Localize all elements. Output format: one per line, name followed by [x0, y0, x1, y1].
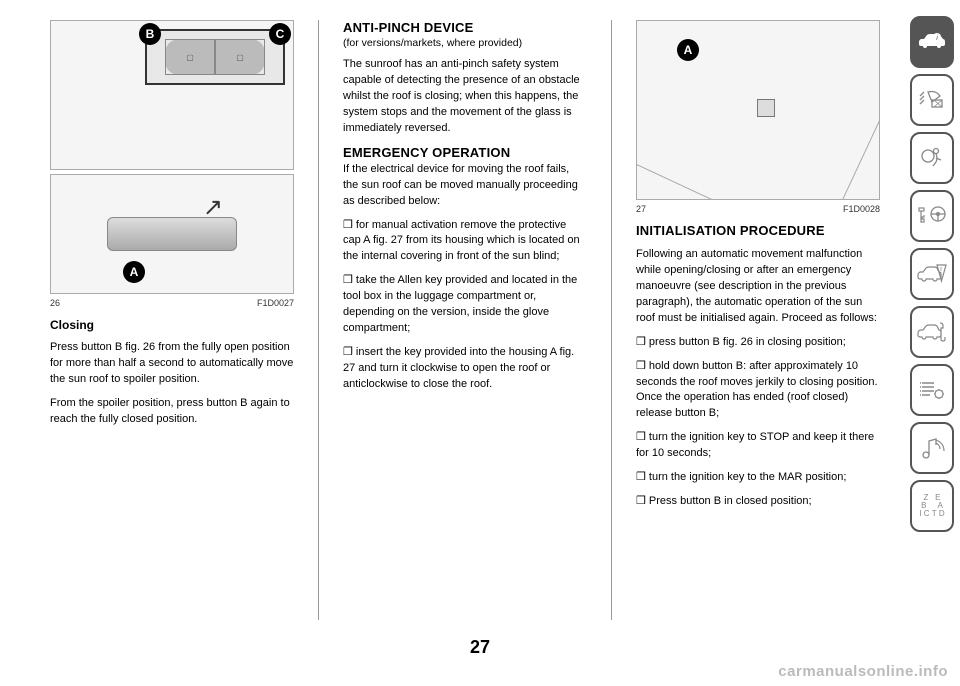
init-heading: INITIALISATION PROCEDURE [636, 224, 880, 239]
init-bullet-5: Press button B in closed position; [636, 494, 880, 510]
callout-b: B [139, 23, 161, 45]
sidebar-list-gear-icon[interactable] [910, 364, 954, 416]
column-divider [611, 20, 612, 620]
figure-27: A [636, 20, 880, 200]
column-divider [318, 20, 319, 620]
page-number: 27 [470, 637, 490, 658]
closing-para-2: From the spoiler position, press button … [50, 396, 294, 428]
sidebar-compass-icon[interactable]: Z EB AI C T D [910, 480, 954, 532]
figure-26-inset: ▢▢ B C [145, 29, 285, 85]
figure-number: 26 [50, 298, 60, 308]
init-bullet-1: press button B fig. 26 in closing positi… [636, 335, 880, 351]
init-bullet-3: turn the ignition key to STOP and keep i… [636, 430, 880, 462]
figure-number: 27 [636, 204, 646, 214]
emergency-para: If the electrical device for moving the … [343, 162, 587, 210]
sidebar-key-wheel-icon[interactable] [910, 190, 954, 242]
figure-code: F1D0028 [843, 204, 880, 214]
sidebar-lights-icon[interactable] [910, 74, 954, 126]
cap-a [757, 99, 775, 117]
init-para: Following an automatic movement malfunct… [636, 247, 880, 327]
sidebar-car-info-icon[interactable]: i [910, 16, 954, 68]
switch-panel: ▢▢ [165, 39, 265, 75]
emergency-bullet-3: insert the key provided into the housing… [343, 345, 587, 393]
watermark: carmanualsonline.info [778, 663, 948, 680]
svg-text:!: ! [940, 266, 942, 275]
antipinch-para: The sunroof has an anti-pinch safety sys… [343, 57, 587, 137]
callout-c: C [269, 23, 291, 45]
figure-26-upper: ▢▢ B C [50, 20, 294, 170]
init-bullet-4: turn the ignition key to the MAR positio… [636, 470, 880, 486]
antipinch-heading: ANTI-PINCH DEVICE [343, 20, 587, 35]
tool-slot [107, 217, 237, 251]
closing-heading: Closing [50, 318, 294, 332]
emergency-bullet-1: for manual activation remove the protect… [343, 218, 587, 266]
sidebar-audio-icon[interactable] [910, 422, 954, 474]
sidebar-car-warning-icon[interactable]: ! [910, 248, 954, 300]
sidebar-nav: i ! Z EB AI C T D [904, 0, 960, 660]
figure-27-caption: 27 F1D0028 [636, 204, 880, 214]
figure-26-lower: ↗ A [50, 174, 294, 294]
callout-a-26: A [123, 261, 145, 283]
column-1: ▢▢ B C ↗ A 26 F1D0027 Closing Press butt… [50, 20, 294, 620]
sidebar-car-wrench-icon[interactable] [910, 306, 954, 358]
column-2: ANTI-PINCH DEVICE (for versions/markets,… [343, 20, 587, 620]
emergency-bullet-2: take the Allen key provided and located … [343, 273, 587, 337]
antipinch-subnote: (for versions/markets, where provided) [343, 37, 587, 49]
closing-para-1: Press button B fig. 26 from the fully op… [50, 340, 294, 388]
figure-26-caption: 26 F1D0027 [50, 298, 294, 308]
column-3: A 27 F1D0028 INITIALISATION PROCEDURE Fo… [636, 20, 880, 620]
init-bullet-2: hold down button B: after approximately … [636, 359, 880, 423]
sidebar-airbag-icon[interactable] [910, 132, 954, 184]
arrow-up-icon: ↗ [203, 193, 223, 222]
page-content: ▢▢ B C ↗ A 26 F1D0027 Closing Press butt… [0, 0, 960, 640]
emergency-heading: EMERGENCY OPERATION [343, 145, 587, 160]
figure-code: F1D0027 [257, 298, 294, 308]
callout-a-27: A [677, 39, 699, 61]
